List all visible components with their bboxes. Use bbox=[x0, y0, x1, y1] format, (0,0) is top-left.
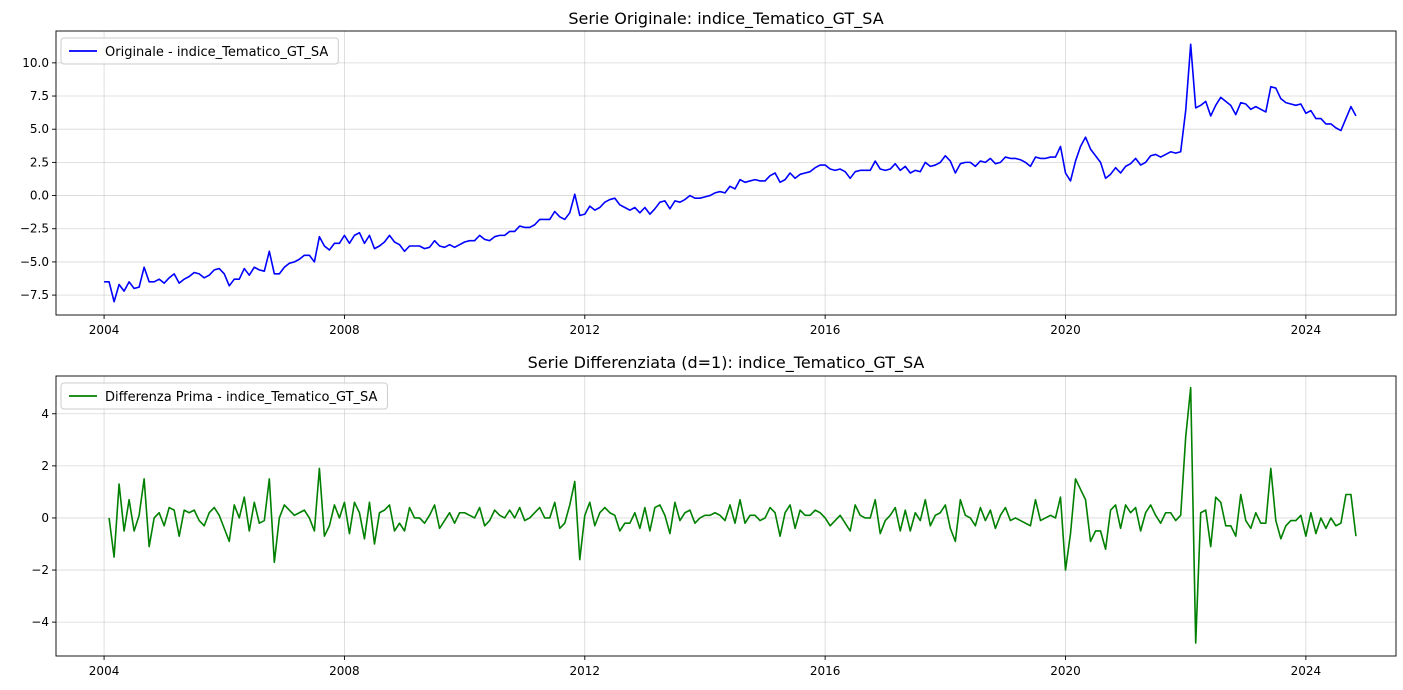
y-tick-label: −4 bbox=[31, 615, 49, 629]
y-tick-label: −5.0 bbox=[20, 255, 49, 269]
axes-frame bbox=[55, 30, 1397, 316]
x-tick-label: 2020 bbox=[1050, 323, 1081, 337]
y-tick-label: 2 bbox=[41, 459, 49, 473]
series-line bbox=[104, 43, 1357, 303]
y-tick-label: 5.0 bbox=[30, 122, 49, 136]
x-tick-label: 2016 bbox=[810, 323, 841, 337]
axes-frame bbox=[55, 375, 1397, 657]
x-tick-label: 2024 bbox=[1291, 323, 1322, 337]
chart-differenced: Serie Differenziata (d=1): indice_Temati… bbox=[31, 353, 1397, 678]
chart-original: Serie Originale: indice_Tematico_GT_SA 20… bbox=[20, 9, 1397, 337]
legend: Originale - indice_Tematico_GT_SA bbox=[60, 37, 339, 65]
y-tick-label: −2 bbox=[31, 563, 49, 577]
legend: Differenza Prima - indice_Tematico_GT_SA bbox=[60, 382, 388, 410]
y-tick-label: 4 bbox=[41, 407, 49, 421]
chart-title: Serie Originale: indice_Tematico_GT_SA bbox=[568, 9, 883, 29]
legend-label: Differenza Prima - indice_Tematico_GT_SA bbox=[105, 390, 378, 405]
x-tick-label: 2008 bbox=[329, 664, 360, 678]
y-tick-label: −7.5 bbox=[20, 288, 49, 302]
grid bbox=[56, 31, 1396, 315]
x-tick-label: 2016 bbox=[810, 664, 841, 678]
legend-box bbox=[60, 382, 388, 410]
legend-box bbox=[60, 37, 339, 65]
y-tick-label: 0.0 bbox=[30, 189, 49, 203]
y-tick-label: 0 bbox=[41, 511, 49, 525]
x-tick-label: 2012 bbox=[570, 323, 601, 337]
x-tick-label: 2012 bbox=[570, 664, 601, 678]
y-tick-label: −2.5 bbox=[20, 222, 49, 236]
chart-title: Serie Differenziata (d=1): indice_Temati… bbox=[528, 353, 925, 373]
x-tick-label: 2024 bbox=[1291, 664, 1322, 678]
y-tick-label: 10.0 bbox=[22, 56, 49, 70]
legend-label: Originale - indice_Tematico_GT_SA bbox=[105, 45, 328, 60]
x-tick-label: 2008 bbox=[329, 323, 360, 337]
series-line bbox=[108, 386, 1357, 644]
x-tick-label: 2004 bbox=[89, 323, 120, 337]
x-tick-label: 2020 bbox=[1050, 664, 1081, 678]
x-tick-label: 2004 bbox=[89, 664, 120, 678]
y-tick-label: 7.5 bbox=[30, 89, 49, 103]
y-tick-label: 2.5 bbox=[30, 155, 49, 169]
